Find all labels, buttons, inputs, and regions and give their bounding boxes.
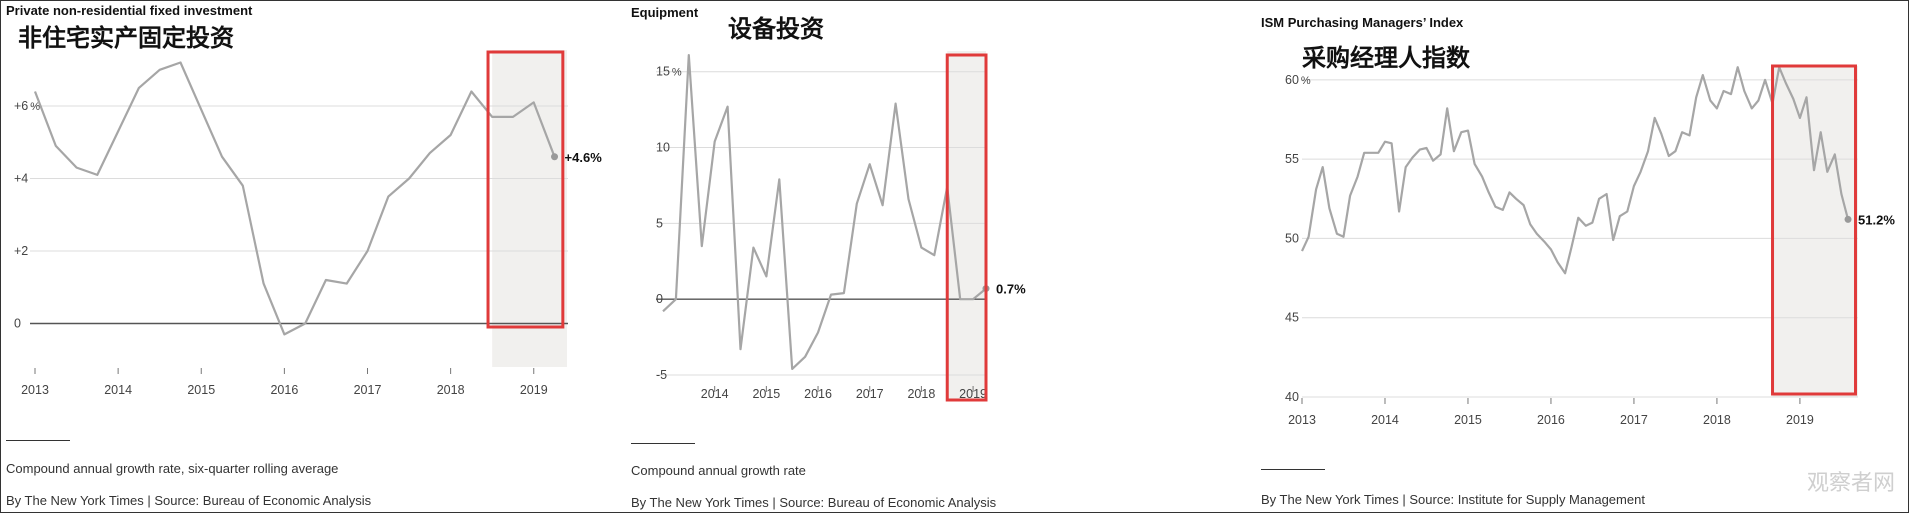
x-tick-label: 2018 bbox=[437, 383, 465, 397]
chart-title: ISM Purchasing Managers’ Index bbox=[1261, 15, 1464, 30]
end-value-label: 0.7% bbox=[996, 282, 1026, 297]
divider bbox=[1261, 469, 1325, 470]
x-tick-label: 2016 bbox=[270, 383, 298, 397]
series-line bbox=[662, 53, 987, 370]
x-tick-label: 2017 bbox=[354, 383, 382, 397]
chart-note: Compound annual growth rate, six-quarter… bbox=[6, 461, 339, 476]
line-chart: -5 0 5 10 15 % 2014 2015 2016 2017 2018 2019 0.7% bbox=[656, 51, 1026, 402]
x-tick-label: 2014 bbox=[701, 387, 729, 401]
x-tick-label: 2019 bbox=[520, 383, 548, 397]
x-tick-label: 2014 bbox=[1371, 413, 1399, 427]
x-tick-label: 2013 bbox=[21, 383, 49, 397]
y-unit-label: % bbox=[672, 67, 682, 79]
end-value-label: 51.2% bbox=[1858, 212, 1895, 227]
divider bbox=[6, 440, 70, 441]
x-tick-label: 2014 bbox=[104, 383, 132, 397]
x-tick-label: 2013 bbox=[1288, 413, 1316, 427]
end-point bbox=[1844, 215, 1852, 223]
x-tick-label: 2016 bbox=[1537, 413, 1565, 427]
chart-panel-equipment: Equipment 设备投资 -5 0 5 10 15% 2014 2015 2016 2017… bbox=[630, 0, 1260, 513]
chart-panel-ism: ISM Purchasing Managers’ Index 采购经理人指数 4… bbox=[1260, 0, 1909, 513]
y-tick-label: 10 bbox=[656, 141, 670, 155]
chart-title: Private non-residential fixed investment bbox=[6, 3, 253, 18]
y-tick-label: 60% bbox=[1285, 73, 1311, 87]
x-tick-label: 2019 bbox=[1786, 413, 1814, 427]
highlight-box bbox=[1771, 64, 1858, 396]
x-tick-label: 2017 bbox=[856, 387, 884, 401]
chart-subtitle-cn: 采购经理人指数 bbox=[1302, 43, 1470, 72]
x-tick-label: 2015 bbox=[187, 383, 215, 397]
end-point bbox=[551, 153, 559, 161]
y-tick-label: 0 bbox=[14, 317, 21, 331]
y-tick-label: 50 bbox=[1285, 231, 1299, 245]
y-tick-label: 5 bbox=[656, 216, 663, 230]
chart-subtitle-cn: 非住宅实产固定投资 bbox=[18, 23, 234, 52]
y-tick-label: 15% bbox=[656, 65, 682, 79]
line-chart: 40 45 50 55 60 % 2013 2014 2015 2016 2017 2018 2019 5… bbox=[1285, 64, 1895, 427]
shaded-period bbox=[947, 51, 986, 400]
x-tick-label: 2016 bbox=[804, 387, 832, 401]
chart-credit: By The New York Times | Source: Bureau o… bbox=[6, 493, 372, 508]
shaded-period bbox=[492, 50, 567, 367]
chart-credit: By The New York Times | Source: Institut… bbox=[1261, 492, 1645, 507]
shaded-period bbox=[1772, 66, 1858, 397]
x-tick-label: 2018 bbox=[907, 387, 935, 401]
series-line bbox=[1301, 66, 1850, 275]
y-tick-label: 45 bbox=[1285, 311, 1299, 325]
y-tick-label: -5 bbox=[656, 368, 667, 382]
watermark: 观察者网 bbox=[1806, 471, 1895, 496]
chart-note: Compound annual growth rate bbox=[631, 463, 806, 478]
y-unit-label: % bbox=[1301, 75, 1311, 87]
y-unit-label: % bbox=[30, 101, 40, 113]
highlight-box bbox=[945, 53, 988, 402]
line-chart: 0 +2 +4 +6 % 2013 2014 2015 2016 2017 2018 2019 +4.6… bbox=[14, 50, 603, 397]
x-tick-label: 2019 bbox=[959, 387, 987, 401]
y-tick-label: +4 bbox=[14, 172, 28, 186]
x-tick-label: 2015 bbox=[1454, 413, 1482, 427]
highlight-box bbox=[486, 50, 565, 329]
x-tick-label: 2017 bbox=[1620, 413, 1648, 427]
chart-subtitle-cn: 设备投资 bbox=[728, 14, 824, 43]
chart-panel-investment: Private non-residential fixed investment… bbox=[0, 0, 630, 513]
y-tick-label: 40 bbox=[1285, 390, 1299, 404]
chart-title: Equipment bbox=[631, 5, 699, 20]
chart-credit: By The New York Times | Source: Bureau o… bbox=[631, 495, 997, 510]
y-tick-label: 0 bbox=[656, 292, 663, 306]
divider bbox=[631, 443, 695, 444]
x-tick-label: 2015 bbox=[752, 387, 780, 401]
end-value-label: +4.6% bbox=[565, 150, 603, 165]
y-tick-label: +2 bbox=[14, 244, 28, 258]
x-tick-label: 2018 bbox=[1703, 413, 1731, 427]
y-tick-label: +6% bbox=[14, 99, 40, 113]
y-tick-label: 55 bbox=[1285, 152, 1299, 166]
series-line bbox=[33, 61, 556, 336]
